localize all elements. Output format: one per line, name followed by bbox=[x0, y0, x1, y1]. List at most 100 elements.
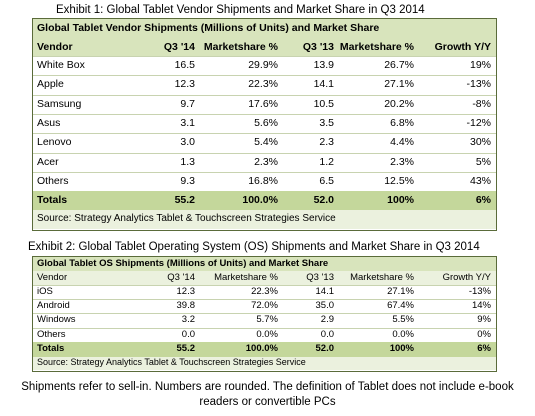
cell-marketshare-13: 5.5% bbox=[392, 314, 414, 326]
cell-vendor: Android bbox=[37, 300, 70, 312]
cell-marketshare-14: 72.0% bbox=[251, 300, 278, 312]
cell-growth: 19% bbox=[469, 59, 491, 71]
cell-q3-14: 3.0 bbox=[180, 136, 195, 149]
totals-q3-14: 55.2 bbox=[176, 343, 196, 354]
row-divider bbox=[33, 152, 496, 154]
cell-vendor: Samsung bbox=[37, 97, 82, 110]
cell-q3-13: 0.0 bbox=[320, 328, 334, 340]
totals-q3-14: 55.2 bbox=[174, 194, 195, 206]
header-marketshare-13: Marketshare % bbox=[350, 272, 414, 283]
table-title: Global Tablet OS Shipments (Millions of … bbox=[37, 258, 329, 269]
row-divider bbox=[33, 56, 496, 57]
cell-q3-14: 9.7 bbox=[180, 97, 195, 110]
vendor-shipments-table: Global Tablet Vendor Shipments (Millions… bbox=[32, 18, 497, 231]
totals-marketshare-13: 100% bbox=[387, 194, 414, 206]
cell-growth: -13% bbox=[466, 78, 491, 91]
row-divider bbox=[33, 327, 496, 329]
cell-growth: -12% bbox=[466, 116, 491, 129]
header-marketshare-14: Marketshare % bbox=[214, 272, 278, 283]
cell-q3-14: 12.3 bbox=[176, 286, 196, 297]
cell-vendor: Asus bbox=[37, 116, 61, 129]
totals-marketshare-14: 100.0% bbox=[242, 194, 278, 206]
cell-growth: 43% bbox=[469, 174, 491, 187]
totals-q3-13: 52.0 bbox=[315, 343, 335, 354]
totals-growth: 6% bbox=[477, 343, 491, 354]
cell-growth: 30% bbox=[469, 136, 491, 149]
totals-row: Totals 55.2 100.0% 52.0 100% 6% bbox=[33, 342, 496, 357]
cell-vendor: White Box bbox=[37, 59, 85, 71]
header-q3-13: Q3 '13 bbox=[302, 41, 334, 53]
cell-vendor: Lenovo bbox=[37, 136, 72, 149]
cell-q3-14: 39.8 bbox=[176, 300, 196, 312]
row-divider bbox=[33, 75, 496, 77]
cell-q3-13: 1.2 bbox=[319, 155, 334, 168]
cell-growth: -8% bbox=[472, 97, 491, 110]
cell-vendor: Acer bbox=[37, 155, 59, 168]
row-divider bbox=[33, 313, 496, 315]
cell-marketshare-13: 0.0% bbox=[392, 328, 414, 340]
table-title-row: Global Tablet OS Shipments (Millions of … bbox=[33, 257, 496, 271]
source-row: Source: Strategy Analytics Tablet & Touc… bbox=[33, 210, 496, 229]
header-row: Vendor Q3 '14 Marketshare % Q3 '13 Marke… bbox=[33, 271, 496, 285]
row-divider bbox=[33, 171, 496, 173]
cell-vendor: Apple bbox=[37, 78, 64, 91]
cell-q3-14: 3.2 bbox=[181, 314, 195, 326]
header-q3-14: Q3 '14 bbox=[163, 41, 195, 53]
cell-marketshare-14: 5.6% bbox=[254, 116, 278, 129]
cell-marketshare-14: 2.3% bbox=[254, 155, 278, 168]
cell-growth: 5% bbox=[475, 155, 491, 168]
table-row: iOS 12.3 22.3% 14.1 27.1% -13% bbox=[33, 285, 496, 299]
cell-marketshare-13: 27.1% bbox=[387, 286, 414, 297]
row-divider bbox=[33, 133, 496, 135]
source-note: Source: Strategy Analytics Tablet & Touc… bbox=[37, 357, 306, 367]
table-row: Samsung 9.7 17.6% 10.5 20.2% -8% bbox=[33, 94, 496, 114]
header-marketshare-14: Marketshare % bbox=[203, 41, 278, 53]
cell-growth: 0% bbox=[477, 328, 491, 340]
cell-marketshare-14: 22.3% bbox=[248, 78, 278, 91]
row-divider bbox=[33, 113, 496, 115]
cell-marketshare-13: 12.5% bbox=[384, 174, 414, 187]
header-q3-14: Q3 '14 bbox=[167, 272, 195, 283]
cell-q3-13: 35.0 bbox=[315, 300, 335, 312]
cell-growth: 14% bbox=[471, 300, 491, 312]
cell-q3-14: 9.3 bbox=[180, 174, 195, 187]
totals-growth: 6% bbox=[475, 194, 491, 206]
cell-marketshare-13: 27.1% bbox=[384, 78, 414, 91]
cell-q3-13: 2.9 bbox=[320, 314, 334, 326]
totals-label: Totals bbox=[37, 194, 68, 206]
header-marketshare-13: Marketshare % bbox=[339, 41, 414, 53]
cell-q3-13: 13.9 bbox=[313, 59, 334, 71]
cell-vendor: Others bbox=[37, 174, 69, 187]
cell-q3-13: 10.5 bbox=[313, 97, 334, 110]
header-q3-13: Q3 '13 bbox=[306, 272, 334, 283]
table-row: Apple 12.3 22.3% 14.1 27.1% -13% bbox=[33, 75, 496, 94]
exhibit-1-title: Exhibit 1: Global Tablet Vendor Shipment… bbox=[56, 4, 425, 16]
cell-marketshare-14: 17.6% bbox=[248, 97, 278, 110]
table-row: Android 39.8 72.0% 35.0 67.4% 14% bbox=[33, 299, 496, 313]
cell-growth: -13% bbox=[468, 286, 491, 297]
source-note: Source: Strategy Analytics Tablet & Touc… bbox=[37, 213, 336, 224]
source-row: Source: Strategy Analytics Tablet & Touc… bbox=[33, 357, 496, 370]
cell-q3-13: 6.5 bbox=[319, 174, 334, 187]
cell-vendor: Windows bbox=[37, 314, 76, 326]
footer-note: Shipments refer to sell-in. Numbers are … bbox=[21, 381, 514, 408]
cell-vendor: Others bbox=[37, 328, 66, 340]
totals-marketshare-14: 100.0% bbox=[245, 343, 278, 354]
cell-q3-14: 3.1 bbox=[180, 116, 195, 129]
cell-marketshare-14: 29.9% bbox=[248, 59, 278, 71]
totals-row: Totals 55.2 100.0% 52.0 100% 6% bbox=[33, 191, 496, 210]
header-row: Vendor Q3 '14 Marketshare % Q3 '13 Marke… bbox=[33, 38, 496, 56]
cell-q3-14: 1.3 bbox=[180, 155, 195, 168]
cell-marketshare-13: 6.8% bbox=[390, 116, 414, 129]
row-divider bbox=[33, 285, 496, 286]
table-row: White Box 16.5 29.9% 13.9 26.7% 19% bbox=[33, 56, 496, 75]
cell-q3-14: 16.5 bbox=[174, 59, 195, 71]
totals-marketshare-13: 100% bbox=[389, 343, 414, 354]
cell-q3-13: 2.3 bbox=[319, 136, 334, 149]
cell-marketshare-14: 5.7% bbox=[256, 314, 278, 326]
cell-marketshare-13: 4.4% bbox=[390, 136, 414, 149]
cell-marketshare-14: 16.8% bbox=[248, 174, 278, 187]
cell-marketshare-13: 67.4% bbox=[387, 300, 414, 312]
table-title-row: Global Tablet Vendor Shipments (Millions… bbox=[33, 19, 496, 38]
cell-q3-13: 14.1 bbox=[315, 286, 335, 297]
